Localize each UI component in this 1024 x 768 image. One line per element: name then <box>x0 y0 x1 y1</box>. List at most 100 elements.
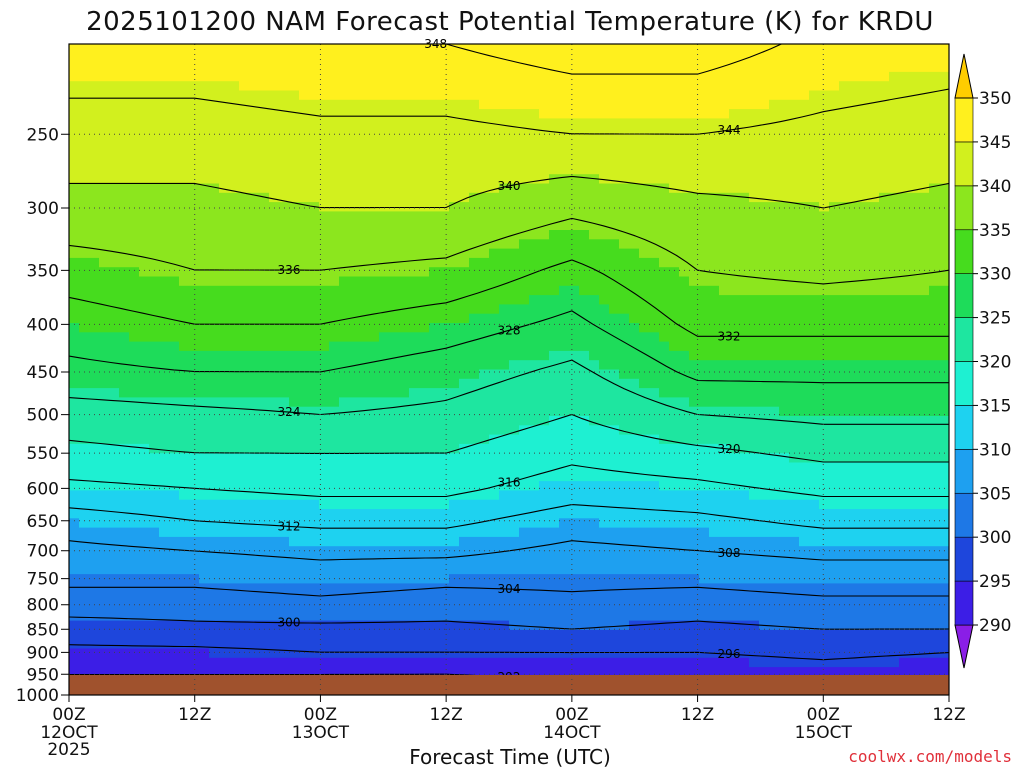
field-cell <box>289 509 300 519</box>
field-cell <box>159 667 170 675</box>
field-cell <box>129 406 140 417</box>
field-cell <box>179 564 190 575</box>
field-cell <box>379 248 390 259</box>
field-cell <box>129 443 140 454</box>
field-cell <box>619 629 630 640</box>
field-cell <box>619 239 630 250</box>
field-cell <box>309 499 320 510</box>
field-cell <box>139 462 150 473</box>
field-cell <box>579 192 590 203</box>
field-cell <box>99 220 110 231</box>
field-cell <box>129 295 140 305</box>
field-cell <box>339 127 350 138</box>
field-cell <box>469 564 480 575</box>
field-cell <box>479 174 490 185</box>
field-cell <box>489 295 500 305</box>
field-cell <box>619 137 630 147</box>
field-cell <box>269 555 280 566</box>
field-cell <box>279 369 290 380</box>
field-cell <box>729 276 740 287</box>
field-cell <box>269 536 280 547</box>
field-cell <box>409 248 420 259</box>
field-cell <box>329 397 340 408</box>
field-cell <box>129 378 140 389</box>
field-cell <box>439 257 450 268</box>
field-cell <box>229 592 240 603</box>
field-cell <box>199 592 210 603</box>
field-cell <box>719 527 730 538</box>
field-cell <box>299 257 310 268</box>
field-cell <box>359 462 370 473</box>
field-cell <box>739 137 750 147</box>
field-cell <box>599 230 610 240</box>
field-cell <box>179 434 190 445</box>
field-cell <box>389 127 400 138</box>
field-cell <box>749 276 760 287</box>
field-cell <box>709 285 720 296</box>
field-cell <box>409 257 420 268</box>
field-cell <box>319 146 330 157</box>
field-cell <box>429 434 440 445</box>
field-cell <box>289 350 300 361</box>
field-cell <box>579 490 590 501</box>
field-cell <box>199 462 210 473</box>
field-cell <box>569 564 580 575</box>
field-cell <box>769 388 780 398</box>
field-cell <box>129 369 140 380</box>
field-cell <box>179 192 190 203</box>
field-cell <box>439 276 450 287</box>
field-cell <box>179 164 190 175</box>
field-cell <box>249 657 260 668</box>
field-cell <box>339 378 350 389</box>
field-cell <box>609 99 620 110</box>
field-cell <box>259 71 270 82</box>
field-cell <box>139 360 150 371</box>
field-cell <box>579 90 590 101</box>
field-cell <box>79 555 90 566</box>
field-cell <box>469 164 480 175</box>
field-cell <box>189 90 200 101</box>
field-cell <box>239 137 250 147</box>
field-cell <box>619 350 630 361</box>
field-cell <box>569 397 580 408</box>
field-cell <box>379 44 390 54</box>
field-cell <box>219 127 230 138</box>
field-cell <box>209 71 220 82</box>
field-cell <box>649 602 660 612</box>
field-cell <box>599 71 610 82</box>
field-cell <box>269 183 280 194</box>
field-cell <box>649 99 660 110</box>
field-cell <box>409 192 420 203</box>
field-cell <box>319 81 330 92</box>
field-cell <box>619 230 630 240</box>
field-cell <box>119 146 130 157</box>
field-cell <box>109 592 120 603</box>
field-cell <box>549 602 560 612</box>
field-cell <box>129 564 140 575</box>
field-cell <box>139 146 150 157</box>
field-cell <box>549 211 560 222</box>
field-cell <box>219 323 230 333</box>
field-cell <box>579 53 590 64</box>
field-cell <box>319 490 330 501</box>
field-cell <box>579 611 590 622</box>
field-cell <box>379 592 390 603</box>
field-cell <box>269 90 280 101</box>
field-cell <box>79 509 90 519</box>
field-cell <box>319 527 330 538</box>
field-cell <box>439 44 450 54</box>
field-cell <box>369 44 380 54</box>
field-cell <box>299 248 310 259</box>
field-cell <box>169 230 180 240</box>
field-cell <box>579 509 590 519</box>
field-cell <box>349 536 360 547</box>
field-cell <box>589 155 600 166</box>
field-cell <box>349 146 360 157</box>
field-cell <box>189 443 200 454</box>
field-cell <box>419 267 430 278</box>
field-cell <box>369 174 380 185</box>
field-cell <box>209 602 220 612</box>
field-cell <box>559 360 570 371</box>
field-cell <box>569 164 580 175</box>
field-cell <box>669 397 680 408</box>
